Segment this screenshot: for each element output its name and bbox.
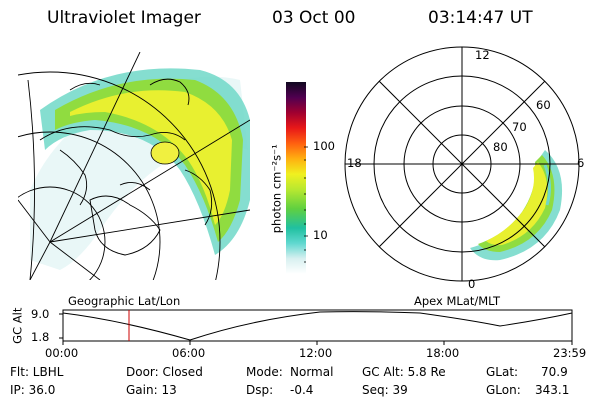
timeline-xtick: 18:00 [426,346,460,360]
info-mode-label: Mode: [246,365,283,379]
timeline-ytick-top: 9.0 [31,307,50,321]
timeline-xtick: 06:00 [172,346,206,360]
mlat-label-80: 80 [493,140,508,154]
timeline-xtick: 12:00 [299,346,333,360]
mlt-label-0: 0 [468,277,476,291]
mlt-label-18: 18 [347,156,362,170]
geographic-map [18,52,250,280]
timeline-xtick: 23:59 [553,346,587,360]
colorbar [286,82,306,274]
time-label: 03:14:47 UT [428,8,533,28]
polar-map [344,46,580,282]
date-label: 03 Oct 00 [272,8,356,28]
info-glat-value: 70.9 [541,365,568,379]
apex-caption: Apex MLat/MLT [414,294,501,308]
mlt-label-6: 6 [577,156,585,170]
info-gcalt: GC Alt: 5.8 Re [362,365,446,379]
colorbar-tick-10: 10 [313,228,328,242]
info-flt: Flt: LBHL [10,365,64,379]
mlat-label-60: 60 [536,98,551,112]
geographic-caption: Geographic Lat/Lon [68,294,181,308]
timeline-ylabel: GC Alt [10,307,25,344]
instrument-title: Ultraviolet Imager [47,8,201,28]
info-mode-value: Normal [290,365,334,379]
info-ip: IP: 36.0 [10,383,56,397]
mlat-label-70: 70 [512,120,527,134]
timeline-ytick-bottom: 1.8 [31,330,50,344]
mlt-label-12: 12 [475,48,490,62]
info-glon-value: 343.1 [535,383,570,397]
colorbar-tick-100: 100 [313,139,335,153]
info-gain: Gain: 13 [126,383,177,397]
timeline-xtick: 00:00 [45,346,79,360]
info-glat-label: GLat: [486,365,519,379]
timeline-plot [59,309,573,345]
info-glon-label: GLon: [486,383,521,397]
colorbar-unit-label: photon cm⁻²s⁻¹ [269,144,284,234]
info-door: Door: Closed [126,365,203,379]
info-dsp-label: Dsp: [246,383,274,397]
info-seq: Seq: 39 [362,383,408,397]
info-dsp-value: -0.4 [290,383,314,397]
